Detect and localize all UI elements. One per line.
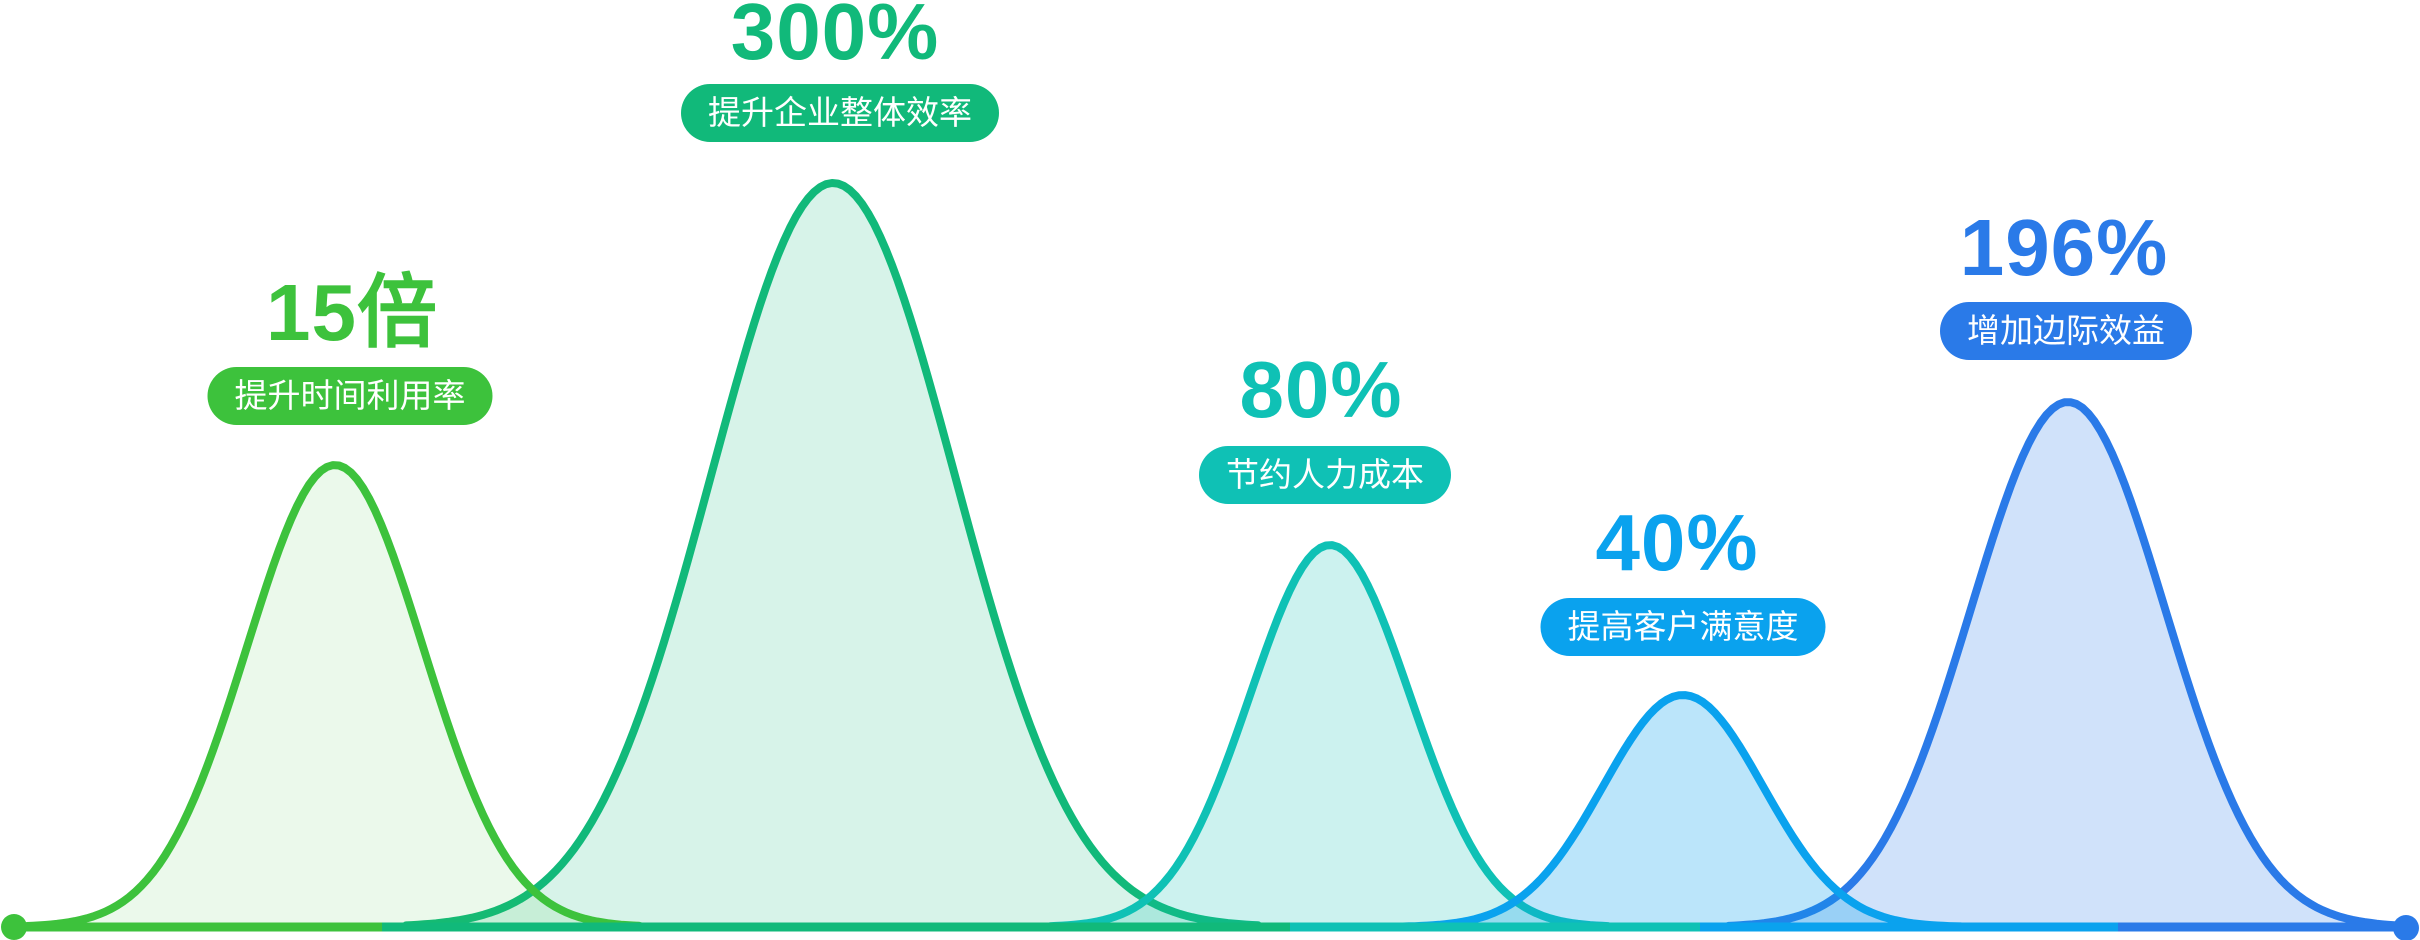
metric-pill-customer-satisfaction: 提高客户满意度 [1540, 598, 1826, 656]
metric-pill-marginal-benefit: 增加边际效益 [1940, 302, 2192, 360]
curve-marginal-benefit [1724, 398, 2412, 931]
curve-labor-cost-saving [1046, 541, 1614, 931]
curve-time-utilization [23, 461, 647, 931]
baseline-dot-left [1, 914, 27, 940]
metric-value-labor-cost-saving: 80% [1239, 345, 1403, 434]
curve-customer-satisfaction [1399, 691, 1967, 931]
metric-pill-labor-cost-saving: 节约人力成本 [1199, 446, 1451, 504]
metric-value-customer-satisfaction: 40% [1595, 498, 1759, 587]
metric-pill-overall-efficiency: 提升企业整体效率 [681, 84, 999, 142]
metric-value-overall-efficiency: 300% [730, 0, 940, 76]
metric-pill-time-utilization: 提升时间利用率 [207, 367, 493, 425]
metric-value-time-utilization: 15倍 [266, 268, 438, 357]
curve-overall-efficiency [402, 179, 1264, 931]
baseline-dot-right [2393, 915, 2419, 940]
metric-value-marginal-benefit: 196% [1959, 203, 2169, 292]
